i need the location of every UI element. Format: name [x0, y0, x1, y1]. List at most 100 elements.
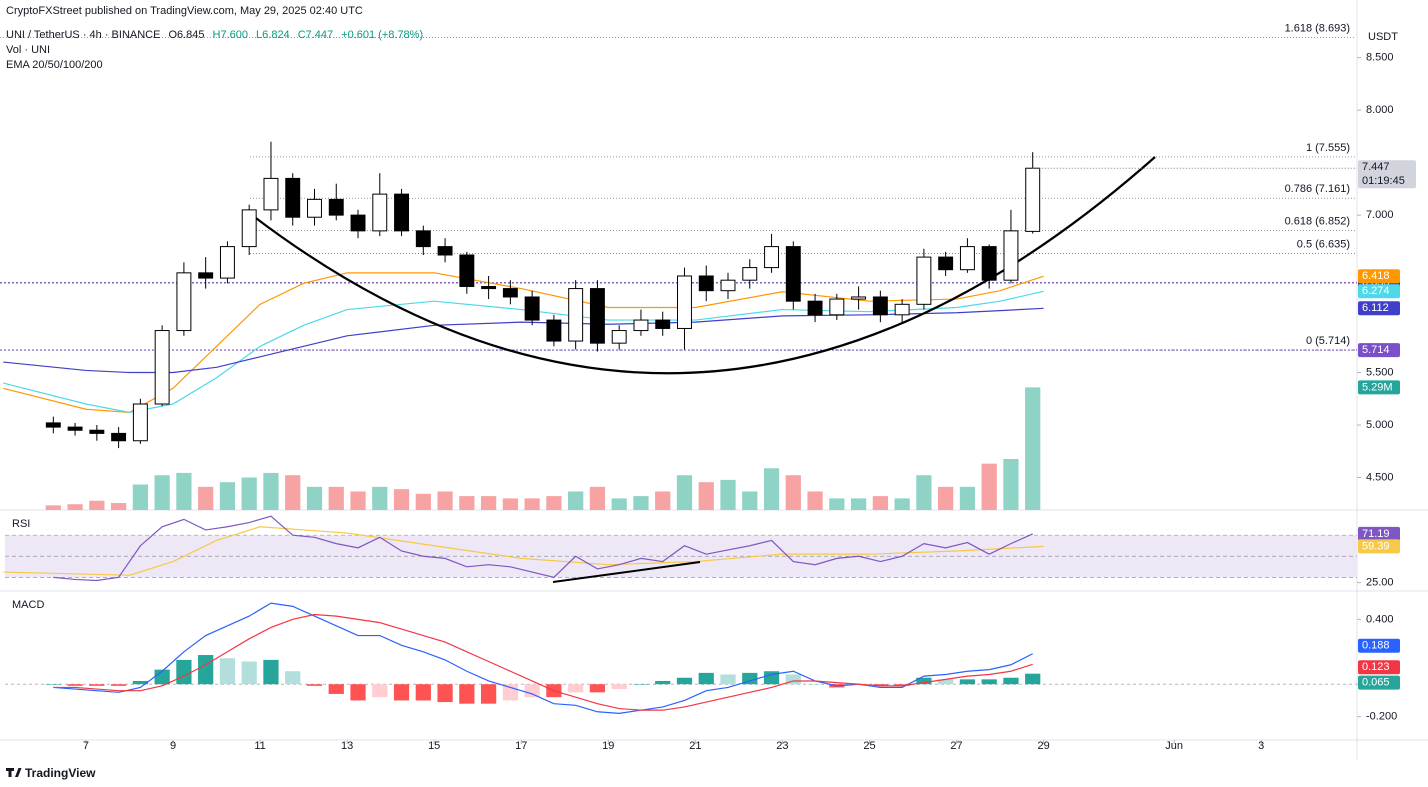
macd-histogram-bar [241, 661, 257, 685]
macd-histogram-bar [198, 655, 214, 685]
macd-histogram-bar [350, 684, 366, 701]
y-tick-label: 4.500 [1366, 471, 1394, 483]
candle-body [502, 288, 518, 298]
macd-histogram-bar [742, 672, 758, 685]
volume-bar [633, 496, 649, 510]
cup-curve [247, 156, 1156, 375]
candle-body [328, 198, 344, 216]
y-tick-label: 25.00 [1366, 577, 1394, 589]
x-tick-label: 25 [863, 740, 875, 752]
volume-bar [872, 496, 888, 510]
macd-histogram-bar [1003, 677, 1019, 685]
macd-histogram-bar [568, 684, 584, 693]
histogram-label: 0.065 [1362, 677, 1390, 689]
candle-body [89, 429, 105, 434]
macd-histogram-bar [132, 680, 148, 685]
macd-line [53, 602, 1033, 715]
rsi-line [53, 515, 1033, 582]
fib-label: 1.618 (8.693) [1285, 22, 1350, 34]
candle-body [45, 422, 61, 428]
volume-bar [850, 498, 867, 510]
candle-body [350, 214, 366, 232]
macd-histogram-bar [676, 677, 693, 685]
candle-body [894, 303, 910, 316]
candle-body [589, 288, 605, 344]
macd-histogram-bar [894, 684, 910, 686]
volume-bar [198, 486, 214, 510]
macd-title: MACD [12, 599, 44, 611]
ema-title: EMA 20/50/100/200 [6, 59, 103, 71]
fib-label: 0.786 (7.161) [1285, 183, 1350, 195]
ohlc-item: H7.600 [212, 29, 249, 41]
published: CryptoFXStreet published on TradingView.… [6, 5, 363, 17]
candle-body [263, 177, 279, 211]
signal-line [53, 613, 1033, 711]
macd-histogram-bar [959, 679, 976, 685]
candle-body [307, 198, 322, 218]
macd-histogram-bar [393, 684, 410, 701]
x-tick-label: 23 [776, 740, 788, 752]
volume-bar [568, 491, 584, 510]
ohlc-item: L6.824 [256, 29, 290, 41]
rsi-label: 71.19 [1362, 528, 1390, 540]
volume-bar [698, 482, 714, 510]
macd-histogram-bar [502, 684, 518, 701]
candle-body [720, 279, 736, 292]
brand: TradingView [25, 766, 96, 780]
macd-histogram-bar [720, 674, 736, 685]
volume-bar [742, 491, 758, 510]
macd-histogram-bar [45, 684, 61, 685]
x-tick-label: 13 [341, 740, 353, 752]
volume-bar [110, 503, 127, 510]
candle-body [807, 300, 823, 316]
volume-bar [285, 475, 301, 510]
ema-label: 6.274 [1362, 285, 1390, 297]
x-tick-label: 21 [689, 740, 701, 752]
candle-body [829, 298, 845, 316]
signal-label-box [1358, 660, 1400, 675]
macd-histogram-bar [306, 684, 323, 686]
candle-body [285, 177, 301, 218]
volume-bar [219, 482, 236, 510]
macd-histogram-bar [328, 684, 344, 694]
macd-histogram-bar [807, 684, 823, 685]
candle-body [67, 426, 83, 431]
candle-body [132, 403, 148, 442]
volume-bar [67, 504, 83, 510]
candle-body [1025, 167, 1041, 232]
volume-bar [415, 493, 431, 510]
macd-histogram-bar [437, 684, 453, 703]
rsi-label-box [1358, 526, 1400, 541]
rsi-ma-line [3, 526, 1044, 576]
macd-histogram-bar [263, 659, 279, 685]
x-tick-label: 17 [515, 740, 527, 752]
x-tick-label: 11 [254, 740, 265, 752]
macd-histogram-bar [785, 674, 801, 685]
volume-bar [785, 475, 801, 510]
volume-bar [241, 477, 257, 510]
volume-bar [938, 486, 954, 510]
macd-histogram-bar [938, 679, 954, 685]
x-tick-label: 19 [602, 740, 614, 752]
candle-body [219, 246, 235, 279]
volume-bar [720, 479, 736, 510]
level-label-box [1358, 343, 1400, 358]
ema-label-box [1358, 284, 1400, 299]
ema-label-box [1358, 301, 1400, 316]
macd-histogram-bar [589, 684, 606, 693]
candle-body [111, 432, 127, 442]
y-tick-label: 0.400 [1366, 613, 1394, 625]
volume-bar [546, 496, 562, 510]
candle-body [1003, 230, 1019, 281]
x-tick-label: 29 [1037, 740, 1049, 752]
ema-label-box [1358, 269, 1400, 284]
volume-bar [829, 498, 845, 510]
volume-bar [1003, 459, 1019, 510]
macd-histogram-bar [67, 684, 83, 686]
volume-bar [393, 489, 410, 510]
candle-body [764, 246, 780, 269]
candle-body [698, 275, 714, 292]
candle-body [372, 193, 388, 232]
rsi-ma-label-box [1358, 539, 1400, 554]
